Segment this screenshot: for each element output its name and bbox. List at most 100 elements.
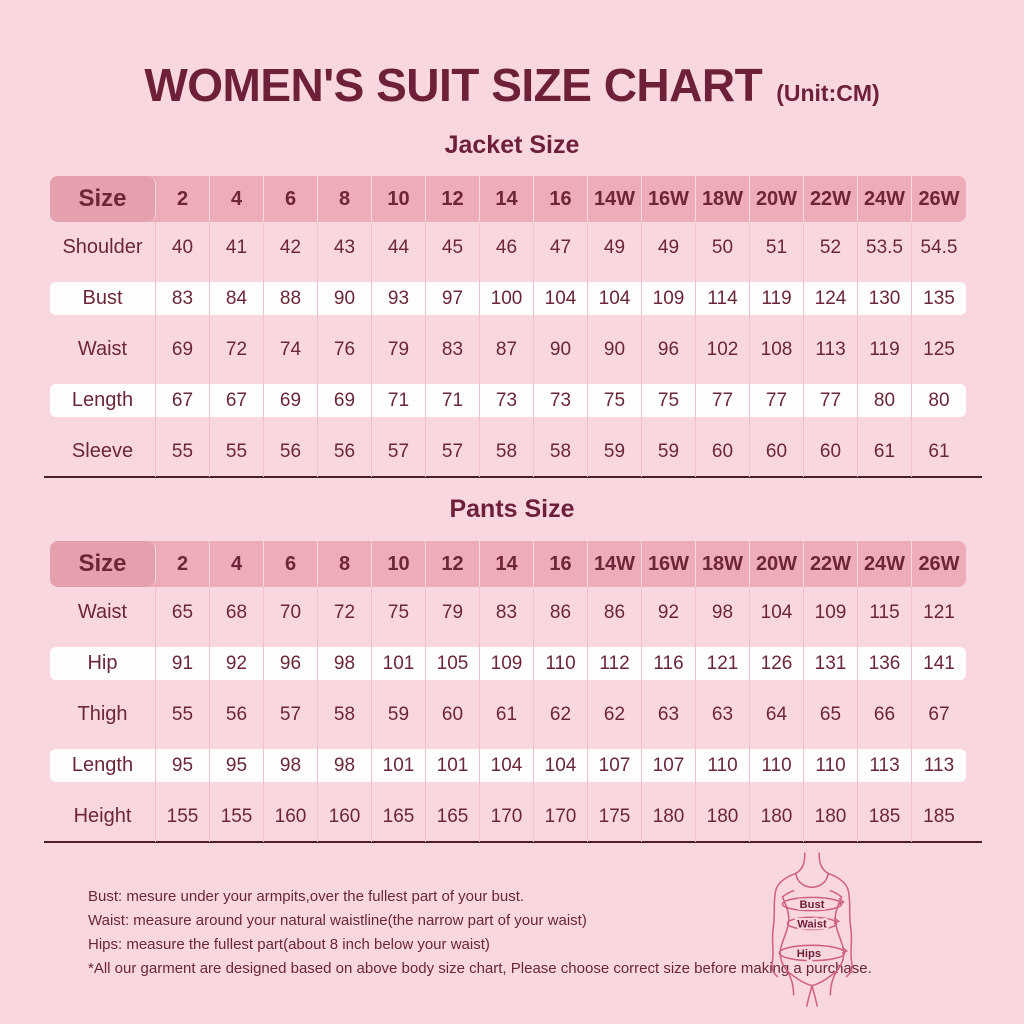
value-cell: 42 bbox=[264, 222, 318, 273]
value-cell: 62 bbox=[534, 689, 588, 740]
size-header-12: 12 bbox=[426, 176, 480, 222]
value-cell: 77 bbox=[804, 375, 858, 426]
value-cell: 126 bbox=[750, 638, 804, 689]
size-header-12: 12 bbox=[426, 541, 480, 587]
hips-band-icon bbox=[778, 944, 846, 962]
value-cell: 165 bbox=[372, 791, 426, 842]
value-cell: 61 bbox=[480, 689, 534, 740]
value-cell: 170 bbox=[534, 791, 588, 842]
value-cell: 86 bbox=[534, 587, 588, 638]
row-label: Waist bbox=[50, 587, 156, 638]
value-cell: 90 bbox=[588, 324, 642, 375]
size-header-2: 2 bbox=[156, 176, 210, 222]
value-cell: 93 bbox=[372, 273, 426, 324]
value-cell: 175 bbox=[588, 791, 642, 842]
value-cell: 58 bbox=[534, 426, 588, 477]
value-cell: 46 bbox=[480, 222, 534, 273]
value-cell: 55 bbox=[156, 689, 210, 740]
size-header-14w: 14W bbox=[588, 541, 642, 587]
pants-size-heading: Pants Size bbox=[449, 495, 575, 523]
value-cell: 61 bbox=[928, 440, 950, 462]
value-cell: 56 bbox=[210, 689, 264, 740]
value-cell: 185 bbox=[923, 805, 955, 827]
size-header-16: 16 bbox=[534, 176, 588, 222]
value-cell: 83 bbox=[426, 324, 480, 375]
row-label: Sleeve bbox=[50, 426, 156, 477]
row-label: Bust bbox=[50, 273, 156, 324]
value-cell: 104 bbox=[588, 273, 642, 324]
value-cell: 51 bbox=[750, 222, 804, 273]
value-cell: 185 bbox=[858, 791, 912, 842]
table-header-row: Size 2 4 6 8 10 12 14 16 14W 16W 18W 20W 22W 24W 26W bbox=[50, 176, 966, 222]
value-cell: 44 bbox=[372, 222, 426, 273]
table-row-bust: Bust 83 84 88 90 93 97 100 104 104 109 114 119 124 130… bbox=[50, 273, 966, 324]
value-cell: 96 bbox=[264, 638, 318, 689]
jacket-size-table: Size 2 4 6 8 10 12 14 16 14W 16W 18W 20W 22W 24W 26W Sho… bbox=[44, 176, 982, 478]
value-cell: 165 bbox=[426, 791, 480, 842]
value-cell: 43 bbox=[318, 222, 372, 273]
value-cell: 107 bbox=[588, 740, 642, 791]
value-cell: 62 bbox=[588, 689, 642, 740]
value-cell: 104 bbox=[750, 587, 804, 638]
size-header-26w: 26W bbox=[918, 187, 960, 210]
note-hips: Hips: measure the fullest part(about 8 i… bbox=[88, 936, 490, 953]
value-cell: 77 bbox=[750, 375, 804, 426]
value-cell: 109 bbox=[642, 273, 696, 324]
row-label: Shoulder bbox=[50, 222, 156, 273]
value-cell: 110 bbox=[696, 740, 750, 791]
value-cell: 131 bbox=[804, 638, 858, 689]
value-cell: 40 bbox=[156, 222, 210, 273]
value-cell: 83 bbox=[480, 587, 534, 638]
value-cell: 109 bbox=[480, 638, 534, 689]
value-cell: 160 bbox=[264, 791, 318, 842]
value-cell: 79 bbox=[426, 587, 480, 638]
value-cell: 88 bbox=[264, 273, 318, 324]
value-cell: 115 bbox=[858, 587, 912, 638]
value-cell: 98 bbox=[696, 587, 750, 638]
value-cell: 100 bbox=[480, 273, 534, 324]
value-cell: 180 bbox=[804, 791, 858, 842]
value-cell: 67 bbox=[928, 703, 950, 725]
size-header-24w: 24W bbox=[858, 176, 912, 222]
size-column-header: Size bbox=[50, 541, 156, 587]
value-cell: 57 bbox=[372, 426, 426, 477]
table-row-shoulder: Shoulder 40 41 42 43 44 45 46 47 49 49 50 51 52 53.5 54… bbox=[50, 222, 966, 273]
value-cell: 84 bbox=[210, 273, 264, 324]
row-label: Length bbox=[50, 740, 156, 791]
value-cell: 66 bbox=[858, 689, 912, 740]
value-cell: 80 bbox=[928, 389, 950, 411]
table-row-waist: Waist 69 72 74 76 79 83 87 90 90 96 102 108 113 119 125 bbox=[50, 324, 966, 375]
figure-hips-label: Hips bbox=[797, 948, 821, 960]
value-cell: 59 bbox=[642, 426, 696, 477]
value-cell: 90 bbox=[318, 273, 372, 324]
size-header-16: 16 bbox=[534, 541, 588, 587]
value-cell: 63 bbox=[642, 689, 696, 740]
figure-bust-label: Bust bbox=[800, 899, 825, 911]
value-cell: 71 bbox=[372, 375, 426, 426]
size-header-20w: 20W bbox=[750, 541, 804, 587]
size-column-header: Size bbox=[50, 176, 156, 222]
value-cell: 101 bbox=[372, 638, 426, 689]
value-cell: 155 bbox=[210, 791, 264, 842]
note-bust: Bust: mesure under your armpits,over the… bbox=[88, 888, 525, 905]
value-cell: 95 bbox=[156, 740, 210, 791]
size-header-18w: 18W bbox=[696, 541, 750, 587]
value-cell: 45 bbox=[426, 222, 480, 273]
value-cell: 75 bbox=[372, 587, 426, 638]
value-cell: 112 bbox=[588, 638, 642, 689]
value-cell: 73 bbox=[534, 375, 588, 426]
table-row-thigh: Thigh 55 56 57 58 59 60 61 62 62 63 63 64 65 66 67 bbox=[50, 689, 966, 740]
size-header-4: 4 bbox=[210, 541, 264, 587]
value-cell: 41 bbox=[210, 222, 264, 273]
value-cell: 95 bbox=[210, 740, 264, 791]
size-header-8: 8 bbox=[318, 541, 372, 587]
value-cell: 53.5 bbox=[858, 222, 912, 273]
value-cell: 58 bbox=[318, 689, 372, 740]
value-cell: 96 bbox=[642, 324, 696, 375]
value-cell: 155 bbox=[156, 791, 210, 842]
value-cell: 52 bbox=[804, 222, 858, 273]
bust-band-icon bbox=[781, 896, 843, 912]
row-label: Waist bbox=[50, 324, 156, 375]
note-waist: Waist: measure around your natural waist… bbox=[88, 912, 587, 929]
value-cell: 64 bbox=[750, 689, 804, 740]
